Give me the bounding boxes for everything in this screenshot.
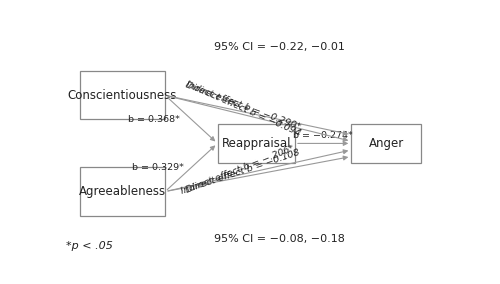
Text: 95% CI = −0.08, −0.18: 95% CI = −0.08, −0.18 — [214, 235, 345, 245]
Bar — [218, 124, 295, 163]
Text: Direct effect b = −.206*: Direct effect b = −.206* — [184, 143, 296, 195]
Text: Conscientiousness: Conscientiousness — [68, 89, 177, 102]
Text: Indirect effect b = −0.108: Indirect effect b = −0.108 — [180, 148, 301, 196]
Text: Agreeableness: Agreeableness — [79, 185, 166, 198]
Text: Direct effect b = −0.290*: Direct effect b = −0.290* — [184, 80, 302, 131]
Text: 95% CI = −0.22, −0.01: 95% CI = −0.22, −0.01 — [214, 42, 345, 52]
Text: b = 0.329*: b = 0.329* — [132, 163, 184, 172]
Text: b = −0.274*: b = −0.274* — [293, 131, 353, 140]
Text: Indirect effect b = −0.094: Indirect effect b = −0.094 — [184, 80, 302, 138]
Bar — [351, 124, 421, 163]
Text: Reappraisal: Reappraisal — [222, 137, 291, 150]
Text: *p < .05: *p < .05 — [66, 241, 113, 250]
Bar — [80, 168, 165, 216]
Text: Anger: Anger — [368, 137, 404, 150]
Text: b = 0.368*: b = 0.368* — [128, 115, 180, 124]
Bar — [80, 71, 165, 119]
